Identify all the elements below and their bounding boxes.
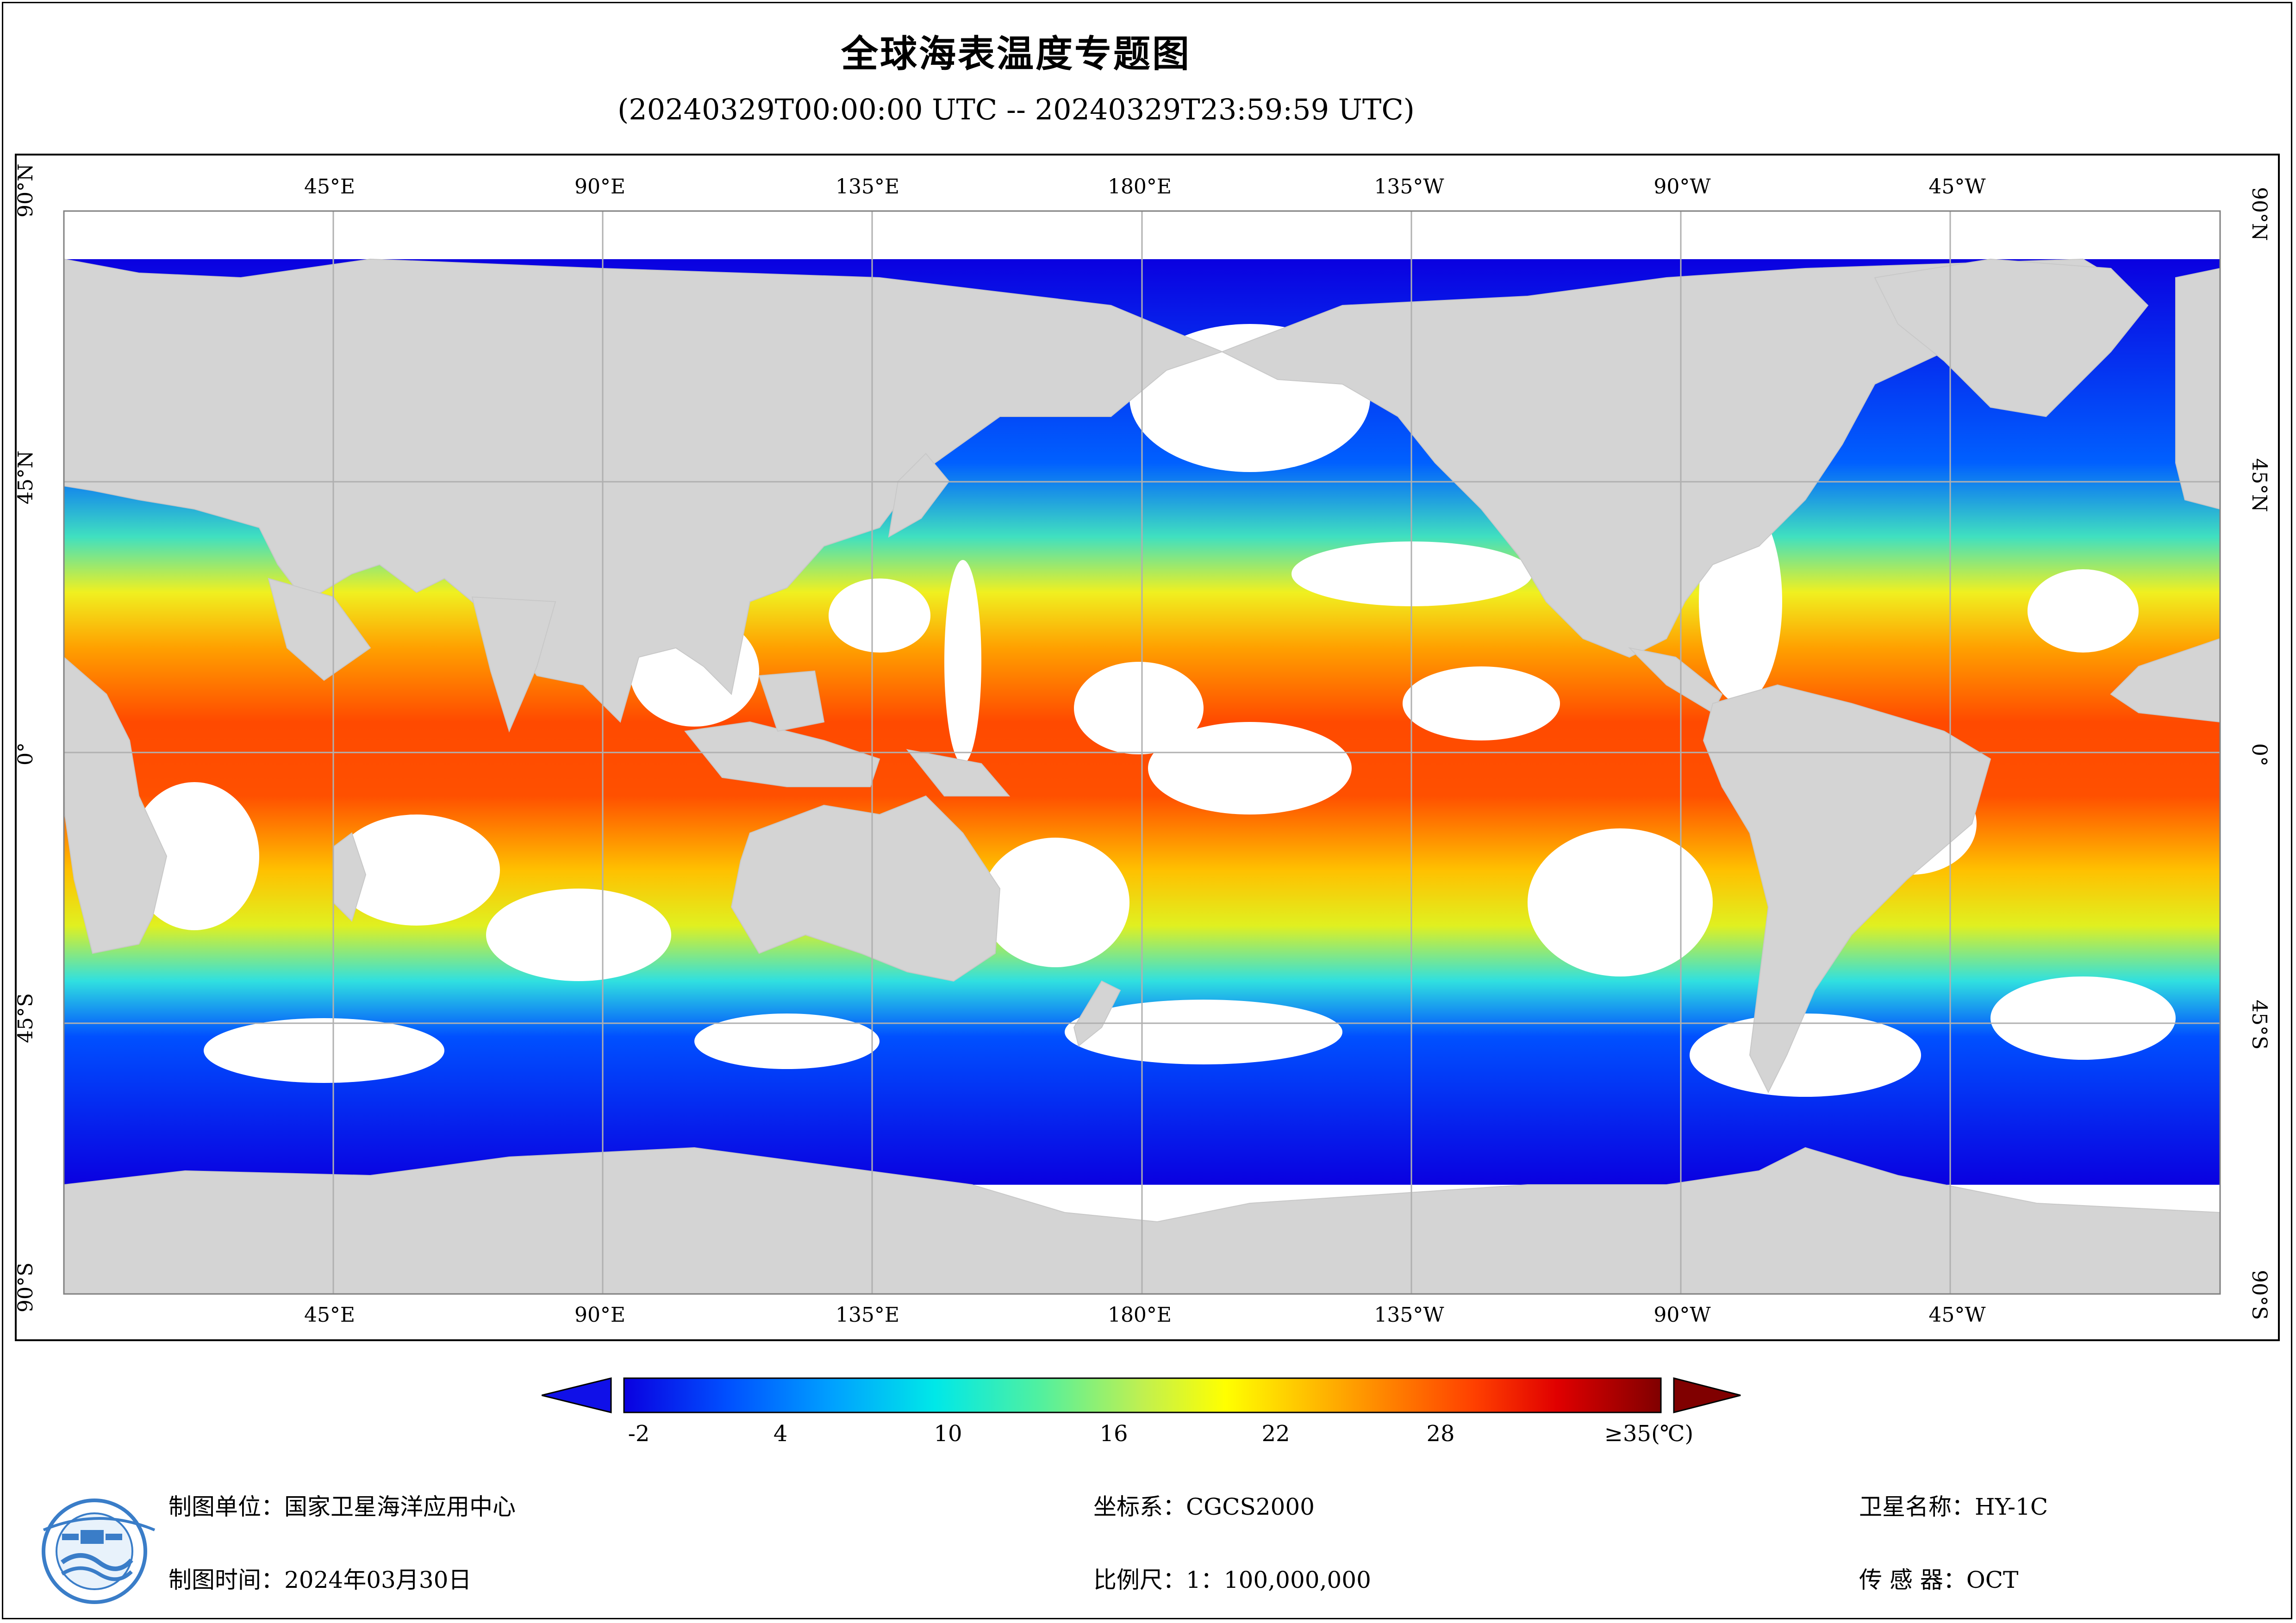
lon-tick-bottom: 135°W	[1374, 1303, 1444, 1327]
lon-tick-top: 45°E	[304, 175, 356, 199]
map-body	[64, 211, 2220, 1294]
lat-tick-right: 45°N	[2247, 458, 2271, 512]
land-india	[471, 596, 556, 733]
lon-tick-bottom: 90°E	[574, 1303, 626, 1327]
land-new-zealand	[1073, 980, 1121, 1047]
lon-tick-top: 45°W	[1928, 175, 1986, 199]
map-frame	[15, 154, 2280, 1341]
colorbar-min-arrow	[542, 1377, 612, 1413]
land-north-america	[1221, 258, 2131, 658]
lat-tick-right: 0°	[2247, 743, 2271, 766]
no-data-cloud-patches	[130, 324, 2176, 1097]
lat-tick-left: 45°N	[14, 450, 37, 505]
lat-tick-right: 90°S	[2247, 1270, 2271, 1320]
footer-sensor: 传 感 器：OCT	[1859, 1567, 2019, 1593]
colorbar-label: 28	[1426, 1421, 1455, 1447]
land-australia	[730, 795, 1001, 982]
land-new-guinea	[906, 749, 1011, 796]
lon-tick-top: 135°E	[835, 175, 900, 199]
footer-satellite: 卫星名称：HY-1C	[1859, 1493, 2048, 1520]
lat-tick-right: 45°S	[2247, 1000, 2271, 1050]
lat-tick-left: 90°N	[14, 163, 37, 218]
lat-tick-right: 90°N	[2247, 187, 2271, 241]
lat-tick-left: 0°	[14, 742, 37, 765]
nsoas-logo-icon	[42, 1499, 156, 1604]
footer-producer: 制图单位：国家卫星海洋应用中心	[168, 1493, 516, 1520]
colorbar-max-arrow	[1673, 1377, 1741, 1413]
land-arabia	[268, 578, 371, 681]
lon-tick-top: 135°W	[1374, 175, 1444, 199]
colorbar-ramp	[623, 1377, 1662, 1413]
land-japan	[888, 453, 950, 538]
lon-tick-top: 180°E	[1107, 175, 1172, 199]
land-greenland	[1874, 258, 2149, 417]
map-subtitle: (20240329T00:00:00 UTC -- 20240329T23:59…	[618, 93, 1415, 126]
colorbar-label: 16	[1099, 1421, 1128, 1447]
footer-scale: 比例尺：1：100,000,000	[1093, 1567, 1371, 1593]
land-europe-right	[2175, 267, 2220, 510]
lat-tick-left: 45°S	[14, 993, 37, 1043]
colorbar-label: 22	[1261, 1421, 1290, 1447]
graticule	[64, 211, 2220, 1294]
lat-tick-left: 90°S	[14, 1262, 37, 1312]
lon-tick-bottom: 135°E	[835, 1303, 900, 1327]
map-title: 全球海表温度专题图	[841, 32, 1191, 75]
footer-crs: 坐标系：CGCS2000	[1093, 1493, 1315, 1520]
lon-tick-bottom: 45°W	[1928, 1303, 1986, 1327]
map-border	[63, 210, 2221, 1295]
colorbar-label: ≥35(℃)	[1604, 1421, 1694, 1447]
footer-date: 制图时间：2024年03月30日	[168, 1567, 472, 1593]
lon-tick-bottom: 90°W	[1653, 1303, 1711, 1327]
colorbar-label: 4	[773, 1421, 788, 1447]
lon-tick-bottom: 180°E	[1107, 1303, 1172, 1327]
sst-colorbar	[542, 1377, 1741, 1413]
land-borneo	[758, 670, 825, 732]
land-west-africa	[2110, 638, 2220, 723]
lon-tick-top: 90°W	[1653, 175, 1711, 199]
land-indonesia	[684, 721, 880, 787]
lon-tick-bottom: 45°E	[304, 1303, 356, 1327]
colorbar-label: -2	[628, 1421, 650, 1447]
colorbar-label: 10	[934, 1421, 962, 1447]
lon-tick-top: 90°E	[574, 175, 626, 199]
land-eurasia	[64, 258, 1223, 723]
land-africa	[64, 656, 168, 954]
